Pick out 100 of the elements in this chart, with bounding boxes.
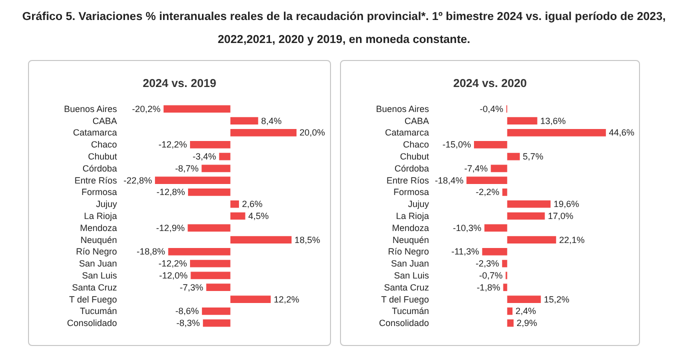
y-tick-label: Mendoza xyxy=(80,222,117,233)
y-tick-label: Santa Cruz xyxy=(72,282,118,292)
y-tick-label: Tucumán xyxy=(80,306,117,316)
bar xyxy=(202,307,230,315)
data-label: 4,5% xyxy=(248,211,269,221)
data-label: -8,7% xyxy=(175,163,199,174)
y-tick-label: Chaco xyxy=(402,140,429,150)
bar xyxy=(502,260,508,268)
bar xyxy=(507,296,541,303)
data-label: 2,6% xyxy=(242,199,262,210)
data-label: -20,2% xyxy=(132,104,161,114)
chart-title: 2024 vs. 2020 xyxy=(453,78,527,90)
bar xyxy=(188,188,230,196)
y-tick-label: T del Fuego xyxy=(381,294,429,304)
bar xyxy=(466,176,508,184)
data-label: -12,8% xyxy=(156,187,186,198)
data-label: -0,4% xyxy=(480,104,504,114)
y-tick-label: Río Negro xyxy=(76,246,117,257)
data-label: -1,8% xyxy=(476,282,500,292)
data-label: -12,9% xyxy=(156,222,185,233)
data-label: 13,6% xyxy=(540,116,566,126)
bar xyxy=(202,319,230,327)
bar xyxy=(474,140,508,148)
bar xyxy=(507,212,545,220)
y-tick-label: Córdoba xyxy=(82,163,117,174)
bar xyxy=(230,212,246,220)
data-label: 8,4% xyxy=(261,116,282,126)
y-tick-label: Buenos Aires xyxy=(64,104,118,114)
y-tick-label: Formosa xyxy=(393,187,429,198)
bar xyxy=(484,224,508,232)
data-label: 12,2% xyxy=(274,294,300,304)
bar xyxy=(503,284,508,292)
data-label: -22,8% xyxy=(123,175,152,186)
bar xyxy=(190,260,230,268)
bar xyxy=(168,248,230,256)
data-label: -11,3% xyxy=(451,246,480,257)
data-label: -2,2% xyxy=(476,187,500,198)
bar xyxy=(190,272,230,280)
y-tick-label: Entre Ríos xyxy=(74,175,118,186)
y-tick-label: San Luis xyxy=(82,270,118,280)
bar xyxy=(219,152,230,160)
y-tick-label: CABA xyxy=(92,116,117,126)
data-label: 17,0% xyxy=(548,211,574,221)
bar xyxy=(482,248,508,256)
y-tick-label: Catamarca xyxy=(384,128,429,138)
y-tick-label: La Rioja xyxy=(396,211,429,221)
bar xyxy=(507,117,538,125)
data-label: -8,6% xyxy=(175,306,199,316)
y-tick-label: Catamarca xyxy=(72,128,117,138)
y-tick-label: Chubut xyxy=(400,152,430,162)
data-label: 44,6% xyxy=(608,128,634,138)
data-label: -18,4% xyxy=(434,175,464,186)
bar xyxy=(230,200,239,208)
data-label: -2,3% xyxy=(476,258,500,269)
data-label: 2,9% xyxy=(516,318,538,328)
bar xyxy=(230,117,258,125)
y-tick-label: San Juan xyxy=(390,258,429,269)
y-tick-label: Entre Ríos xyxy=(386,175,430,186)
y-tick-label: Jujuy xyxy=(96,199,118,210)
y-tick-label: T del Fuego xyxy=(69,294,117,304)
data-label: -7,3% xyxy=(180,282,204,292)
bar xyxy=(206,284,230,292)
data-label: -7,4% xyxy=(464,163,488,174)
y-tick-label: San Juan xyxy=(78,258,117,269)
data-label: -0,7% xyxy=(479,270,503,280)
y-tick-label: Jujuy xyxy=(408,199,430,210)
y-tick-label: Río Negro xyxy=(388,246,429,257)
bar xyxy=(230,296,271,303)
data-label: 18,5% xyxy=(294,234,320,245)
data-label: -3,4% xyxy=(192,152,216,162)
y-tick-label: Consolidado xyxy=(66,318,117,328)
y-tick-label: CABA xyxy=(404,116,429,126)
data-label: 5,7% xyxy=(522,152,544,162)
y-tick-label: Córdoba xyxy=(394,163,429,174)
bar xyxy=(507,236,556,244)
data-label: 2,4% xyxy=(516,306,536,316)
bar xyxy=(154,176,230,184)
bar xyxy=(502,188,508,196)
data-label: -18,8% xyxy=(136,246,166,257)
y-tick-label: Neuquén xyxy=(80,234,117,245)
bar xyxy=(190,140,230,148)
chart-subtitle: 2024 vs. 2019 xyxy=(142,78,216,90)
y-tick-label: Neuquén xyxy=(392,234,429,245)
data-label: -12,0% xyxy=(159,270,188,280)
bar xyxy=(164,105,230,113)
y-tick-label: Chaco xyxy=(90,140,117,150)
data-label: -10,3% xyxy=(452,222,482,233)
data-label: 19,6% xyxy=(554,199,580,210)
bar xyxy=(188,224,230,232)
bar xyxy=(490,164,508,172)
y-tick-label: Chubut xyxy=(88,152,118,162)
data-label: 15,2% xyxy=(544,294,570,304)
bar xyxy=(507,129,606,136)
y-tick-label: Tucumán xyxy=(392,306,429,316)
y-tick-label: La Rioja xyxy=(84,211,117,221)
bar xyxy=(230,129,297,136)
y-tick-label: Consolidado xyxy=(378,318,429,328)
y-tick-label: Buenos Aires xyxy=(376,104,430,114)
data-label: -8,3% xyxy=(176,318,200,328)
y-tick-label: Formosa xyxy=(81,187,117,198)
